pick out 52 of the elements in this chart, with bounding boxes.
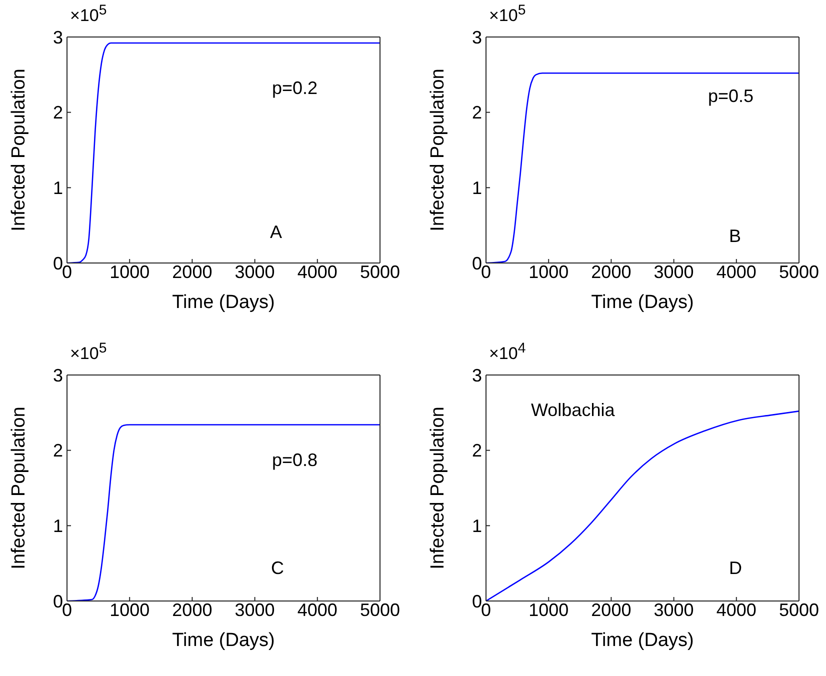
y-axis-title: Infected Population: [8, 68, 30, 232]
text: ×10$^{5}$: [70, 340, 107, 363]
x-tick-label: 3000: [654, 600, 694, 620]
y-tick-label: 1: [472, 516, 482, 536]
x-tick-label: 5000: [360, 262, 400, 282]
y-tick-label: 1: [472, 178, 482, 198]
y-tick-label: 3: [472, 365, 482, 386]
annotation: p=0.2: [272, 78, 318, 98]
x-tick-label: 4000: [297, 262, 338, 282]
x-tick-label: 1000: [110, 600, 150, 620]
y-tick-label: 2: [472, 102, 482, 123]
x-tick-label: 5000: [778, 600, 820, 620]
y-axis-title: Infected Population: [428, 406, 449, 570]
x-tick-label: 4000: [297, 600, 338, 620]
y-axis-title: Infected Population: [428, 68, 449, 232]
x-tick-label: 1000: [528, 262, 569, 282]
annotation: p=0.8: [272, 450, 318, 470]
text: ×10$^{5}$: [489, 2, 526, 25]
y-tick-label: 2: [52, 440, 63, 461]
x-tick-label: 5000: [360, 600, 400, 620]
annotation: A: [270, 222, 282, 242]
annotation: C: [271, 558, 284, 578]
x-axis-title: Time (Days): [172, 292, 275, 313]
y-tick-label: 2: [472, 440, 482, 461]
y-axis-title: Infected Population: [8, 406, 30, 570]
y-tick-label: 1: [52, 178, 63, 198]
x-tick-label: 3000: [654, 262, 694, 282]
x-tick-label: 2000: [591, 600, 632, 620]
y-tick-label: 2: [52, 102, 63, 123]
annotation: p=0.5: [708, 86, 754, 106]
x-tick-label: 3000: [234, 600, 275, 620]
y-tick-label: 1: [52, 516, 63, 536]
x-axis-title: Time (Days): [591, 630, 694, 651]
x-tick-label: 5000: [778, 262, 820, 282]
annotation: B: [729, 226, 742, 246]
text: ×10$^{4}$: [489, 340, 526, 363]
text: ×10$^{5}$: [70, 2, 107, 25]
annotation: D: [729, 558, 742, 578]
x-tick-label: 4000: [716, 600, 756, 620]
x-tick-label: 2000: [172, 600, 212, 620]
x-axis-title: Time (Days): [172, 630, 275, 651]
x-tick-label: 1000: [110, 262, 150, 282]
x-axis-title: Time (Days): [591, 292, 694, 313]
x-tick-label: 1000: [528, 600, 569, 620]
y-tick-label: 3: [52, 365, 63, 386]
x-tick-label: 2000: [172, 262, 212, 282]
y-tick-label: 3: [472, 27, 482, 48]
x-tick-label: 4000: [716, 262, 756, 282]
annotation: Wolbachia: [531, 400, 615, 420]
x-tick-label: 2000: [591, 262, 632, 282]
x-tick-label: 3000: [234, 262, 275, 282]
y-tick-label: 3: [52, 27, 63, 48]
